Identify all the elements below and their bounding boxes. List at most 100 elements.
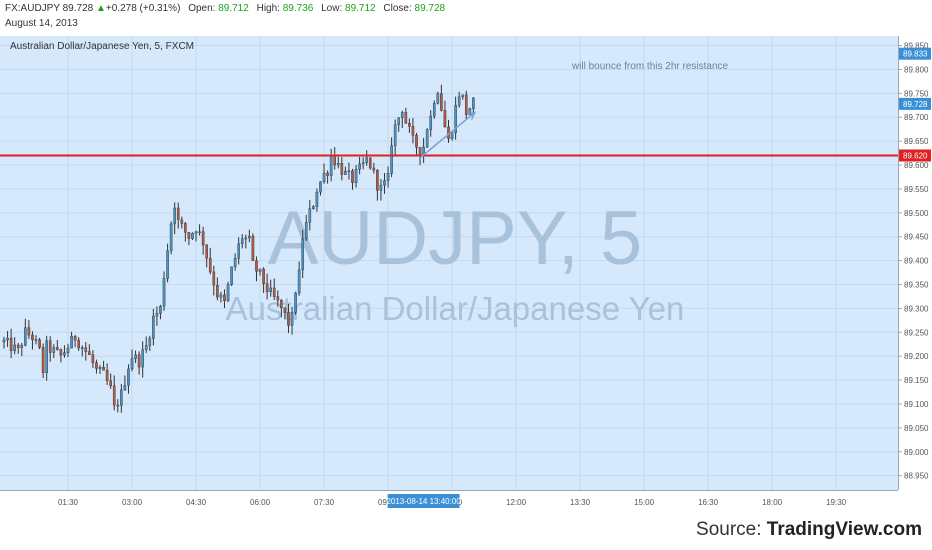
- candle-body[interactable]: [368, 157, 372, 169]
- candle-body[interactable]: [187, 232, 191, 239]
- candle-body[interactable]: [432, 103, 436, 117]
- candle-body[interactable]: [326, 172, 329, 176]
- candle-body[interactable]: [6, 337, 9, 341]
- candle-body[interactable]: [361, 162, 365, 165]
- candle-body[interactable]: [144, 345, 148, 350]
- candle-body[interactable]: [265, 283, 269, 293]
- candle-body[interactable]: [358, 163, 361, 170]
- candle-body[interactable]: [219, 294, 223, 298]
- candle-body[interactable]: [283, 307, 287, 313]
- candle-body[interactable]: [159, 305, 162, 314]
- candle-body[interactable]: [2, 339, 6, 343]
- candle-body[interactable]: [340, 163, 344, 175]
- symbol-name[interactable]: FX:AUDJPY: [5, 3, 60, 14]
- candle-body[interactable]: [155, 313, 159, 317]
- candle-body[interactable]: [123, 385, 127, 391]
- candle-body[interactable]: [354, 169, 358, 183]
- candle-body[interactable]: [91, 354, 95, 363]
- candle-body[interactable]: [223, 294, 226, 301]
- candle-body[interactable]: [180, 219, 184, 224]
- candle-body[interactable]: [294, 292, 297, 313]
- candle-body[interactable]: [351, 170, 354, 183]
- candle-body[interactable]: [244, 237, 248, 240]
- candle-body[interactable]: [66, 347, 70, 353]
- candle-body[interactable]: [63, 352, 66, 356]
- candle-body[interactable]: [38, 339, 41, 348]
- candle-body[interactable]: [233, 258, 237, 268]
- candle-body[interactable]: [276, 296, 280, 301]
- candle-body[interactable]: [408, 123, 411, 127]
- candle-body[interactable]: [329, 155, 333, 176]
- candle-body[interactable]: [304, 222, 308, 240]
- candle-body[interactable]: [212, 271, 216, 286]
- candle-body[interactable]: [425, 129, 429, 148]
- candle-body[interactable]: [440, 93, 443, 111]
- candle-body[interactable]: [404, 112, 408, 124]
- candle-body[interactable]: [166, 250, 169, 279]
- candle-body[interactable]: [169, 223, 173, 252]
- candle-body[interactable]: [112, 385, 116, 406]
- candle-body[interactable]: [372, 167, 376, 171]
- candle-body[interactable]: [120, 389, 123, 406]
- candle-body[interactable]: [80, 347, 84, 349]
- candle-body[interactable]: [84, 347, 88, 352]
- candle-body[interactable]: [116, 404, 120, 407]
- candle-body[interactable]: [308, 208, 312, 223]
- candle-body[interactable]: [201, 231, 205, 246]
- candle-body[interactable]: [443, 110, 447, 128]
- candle-body[interactable]: [41, 347, 45, 373]
- candle-body[interactable]: [98, 367, 102, 369]
- candle-body[interactable]: [415, 134, 418, 148]
- candle-body[interactable]: [13, 344, 16, 351]
- candle-body[interactable]: [280, 299, 283, 308]
- plot-area[interactable]: [0, 36, 898, 490]
- candle-body[interactable]: [390, 145, 393, 174]
- candle-body[interactable]: [48, 340, 52, 353]
- candle-body[interactable]: [240, 238, 244, 245]
- candle-body[interactable]: [152, 315, 155, 339]
- candle-body[interactable]: [383, 180, 386, 186]
- candle-body[interactable]: [134, 354, 137, 359]
- candle-body[interactable]: [297, 269, 301, 294]
- candle-body[interactable]: [269, 287, 273, 293]
- candle-body[interactable]: [184, 223, 187, 233]
- candle-body[interactable]: [130, 358, 134, 370]
- candle-body[interactable]: [141, 349, 144, 368]
- candle-body[interactable]: [20, 344, 24, 348]
- candle-body[interactable]: [230, 266, 233, 285]
- candle-body[interactable]: [198, 231, 201, 233]
- candle-body[interactable]: [127, 368, 130, 386]
- candle-body[interactable]: [333, 155, 337, 166]
- price-axis[interactable]: 89.850 89.800 89.750 89.700 89.650 89.600 89.5…: [898, 36, 932, 512]
- candle-body[interactable]: [208, 257, 212, 273]
- candle-body[interactable]: [173, 207, 176, 225]
- candle-body[interactable]: [95, 362, 98, 369]
- candle-body[interactable]: [472, 97, 475, 109]
- candle-body[interactable]: [176, 207, 180, 221]
- candle-body[interactable]: [344, 170, 347, 175]
- candle-body[interactable]: [315, 191, 319, 207]
- candle-body[interactable]: [461, 94, 465, 98]
- candle-body[interactable]: [429, 115, 433, 130]
- candle-body[interactable]: [379, 184, 383, 191]
- candle-body[interactable]: [205, 244, 208, 259]
- candle-body[interactable]: [77, 339, 80, 349]
- candle-body[interactable]: [102, 367, 105, 371]
- candle-body[interactable]: [137, 354, 141, 368]
- candle-body[interactable]: [16, 344, 20, 348]
- candle-body[interactable]: [31, 334, 34, 341]
- candle-body[interactable]: [301, 238, 305, 271]
- candle-body[interactable]: [312, 206, 315, 209]
- candle-body[interactable]: [386, 173, 390, 181]
- candle-body[interactable]: [468, 108, 472, 115]
- candle-body[interactable]: [226, 284, 230, 301]
- candle-body[interactable]: [450, 132, 454, 139]
- candle-body[interactable]: [9, 337, 13, 351]
- candle-body[interactable]: [27, 327, 31, 336]
- source-brand[interactable]: TradingView.com: [766, 519, 922, 540]
- candle-body[interactable]: [322, 172, 326, 183]
- candle-body[interactable]: [272, 287, 276, 297]
- candle-body[interactable]: [397, 117, 401, 125]
- candle-body[interactable]: [248, 235, 251, 239]
- candle-body[interactable]: [365, 157, 369, 163]
